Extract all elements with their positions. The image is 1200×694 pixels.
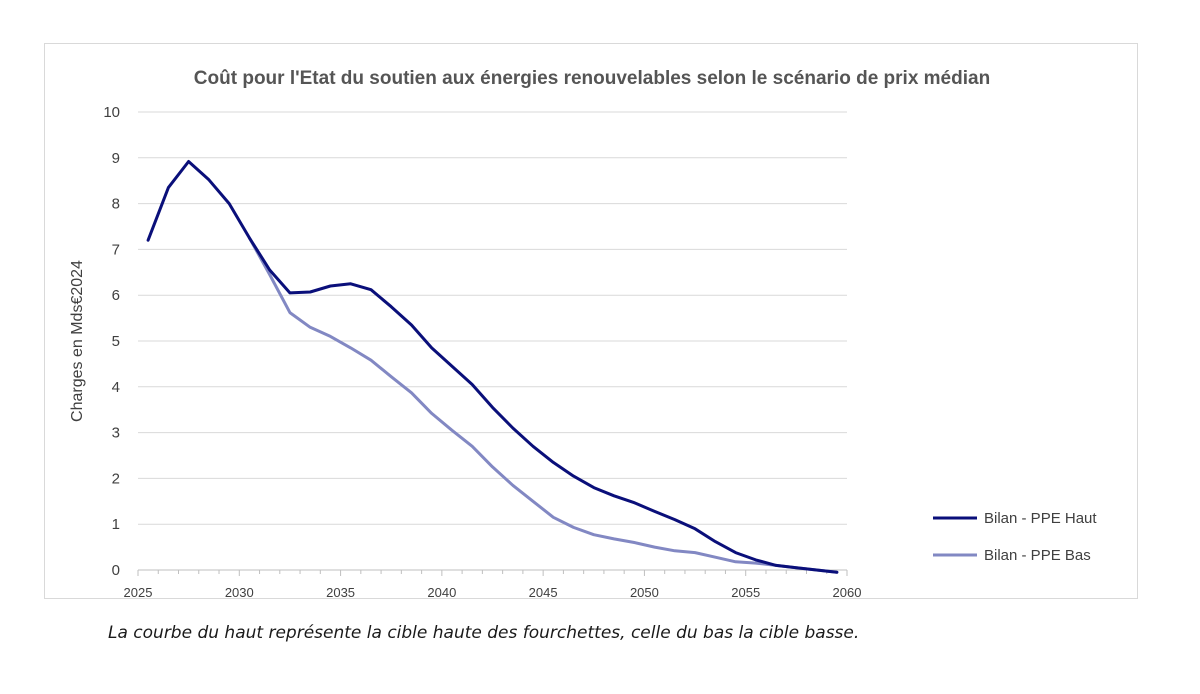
line-chart: Coût pour l'Etat du soutien aux énergies…	[69, 68, 1097, 600]
y-tick-label: 7	[112, 241, 120, 258]
x-tick-label: 2025	[124, 585, 153, 600]
y-axis-ticks: 0 1 2 3 4 5 6 7 8 9 10	[103, 104, 120, 579]
y-tick-label: 6	[112, 287, 120, 304]
chart-caption: La courbe du haut représente la cible ha…	[108, 623, 860, 643]
y-tick-label: 10	[103, 104, 120, 121]
series-line-ppe-haut	[146, 160, 839, 574]
legend-label-bas: Bilan - PPE Bas	[984, 547, 1091, 564]
x-tick-label: 2050	[630, 585, 659, 600]
y-tick-label: 5	[112, 333, 120, 350]
y-tick-label: 8	[112, 196, 120, 213]
chart-panel: Coût pour l'Etat du soutien aux énergies…	[44, 43, 1138, 600]
series-line-ppe-bas	[247, 236, 839, 574]
x-tick-label: 2055	[731, 585, 760, 600]
legend: Bilan - PPE Haut Bilan - PPE Bas	[933, 510, 1097, 564]
x-tick-label: 2040	[427, 585, 456, 600]
y-tick-label: 0	[112, 562, 120, 579]
y-tick-label: 4	[112, 379, 120, 396]
x-tick-label: 2035	[326, 585, 355, 600]
y-tick-label: 2	[112, 470, 120, 487]
y-tick-label: 9	[112, 150, 120, 167]
series-layer	[146, 160, 839, 574]
x-tick-label: 2045	[529, 585, 558, 600]
y-tick-label: 3	[112, 425, 120, 442]
x-tick-label: 2060	[833, 585, 862, 600]
y-axis-label: Charges en Mds€2024	[69, 260, 86, 422]
y-tick-label: 1	[112, 516, 120, 533]
chart-title: Coût pour l'Etat du soutien aux énergies…	[194, 68, 990, 89]
x-tick-label: 2030	[225, 585, 254, 600]
x-axis-ticks: 2025 2030 2035 2040 2045 2050 2055 2060	[124, 585, 862, 600]
legend-label-haut: Bilan - PPE Haut	[984, 510, 1097, 527]
grid-layer	[137, 111, 848, 576]
